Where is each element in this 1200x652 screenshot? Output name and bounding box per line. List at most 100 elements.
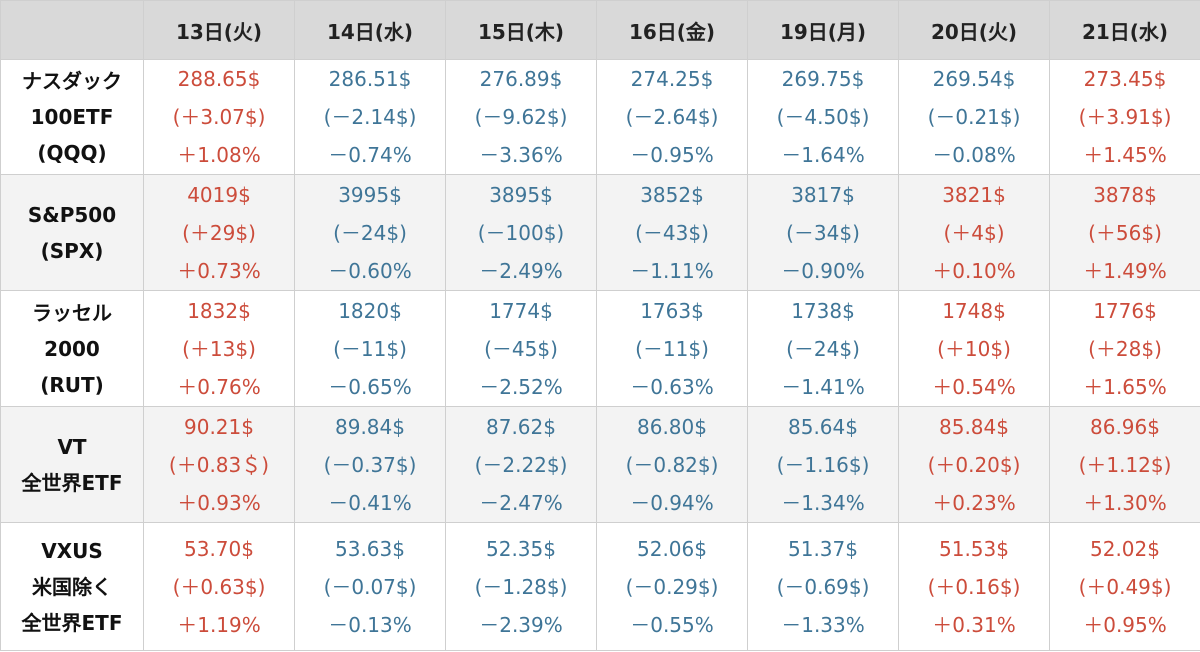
price-value: 1832$: [187, 298, 251, 323]
data-cell: 53.63$ (－0.07$) －0.13%: [294, 522, 446, 651]
percent-change: －2.49%: [479, 258, 563, 283]
price-value: 86.96$: [1090, 414, 1160, 439]
price-value: 1738$: [791, 298, 855, 323]
change-value: (－34$): [786, 220, 860, 245]
price-value: 86.80$: [637, 414, 707, 439]
row-label-line: (SPX): [40, 238, 104, 263]
change-value: (－0.37$): [323, 452, 417, 477]
change-value: (－0.82$): [625, 452, 719, 477]
change-value: (－24$): [786, 336, 860, 361]
row-label-line: VT: [57, 434, 87, 459]
change-value: (－2.22$): [474, 452, 568, 477]
price-value: 4019$: [187, 182, 251, 207]
percent-change: ＋0.73%: [177, 258, 261, 283]
row-label-line: 米国除く: [32, 574, 112, 599]
change-value: (＋3.91$): [1078, 105, 1172, 129]
change-value: (＋0.20$): [927, 452, 1021, 477]
percent-change: －0.60%: [328, 258, 412, 283]
change-value: (＋56$): [1088, 220, 1162, 245]
price-value: 3821$: [942, 182, 1006, 207]
percent-change: ＋0.93%: [177, 490, 261, 515]
row-label-line: (RUT): [40, 372, 104, 397]
percent-change: －1.64%: [781, 143, 865, 167]
change-value: (－1.16$): [776, 452, 870, 477]
date-header: 19日(月): [747, 0, 899, 60]
percent-change: －2.47%: [479, 490, 563, 515]
price-value: 269.75$: [781, 67, 865, 91]
data-cell: 89.84$ (－0.37$) －0.41%: [294, 406, 446, 523]
data-cell: 52.02$ (＋0.49$) ＋0.95%: [1049, 522, 1200, 651]
percent-change: －0.08%: [932, 143, 1016, 167]
data-cell: 3995$ (－24$) －0.60%: [294, 174, 446, 291]
corner-cell: [0, 0, 144, 60]
change-value: (＋1.12$): [1078, 452, 1172, 477]
percent-change: －0.65%: [328, 374, 412, 399]
percent-change: －2.52%: [479, 374, 563, 399]
change-value: (－1.28$): [474, 574, 568, 599]
price-value: 85.64$: [788, 414, 858, 439]
date-header: 14日(水): [294, 0, 446, 60]
percent-change: ＋0.95%: [1083, 612, 1167, 637]
data-cell: 53.70$ (＋0.63$) ＋1.19%: [143, 522, 295, 651]
percent-change: －0.95%: [630, 143, 714, 167]
percent-change: －2.39%: [479, 612, 563, 637]
price-value: 1820$: [338, 298, 402, 323]
price-value: 3878$: [1093, 182, 1157, 207]
data-cell: 86.96$ (＋1.12$) ＋1.30%: [1049, 406, 1200, 523]
change-value: (－45$): [484, 336, 558, 361]
price-value: 3995$: [338, 182, 402, 207]
data-cell: 1738$ (－24$) －1.41%: [747, 290, 899, 407]
date-header: 20日(火): [898, 0, 1050, 60]
row-label: S&P500 (SPX): [0, 174, 144, 291]
table-row: VXUS 米国除く 全世界ETF 53.70$ (＋0.63$) ＋1.19% 53.63$…: [0, 522, 1200, 651]
row-label-line: (QQQ): [37, 141, 107, 165]
data-cell: 274.25$ (－2.64$) －0.95%: [596, 59, 748, 175]
row-label: VXUS 米国除く 全世界ETF: [0, 522, 144, 651]
change-value: (＋0.83＄): [168, 452, 270, 477]
price-value: 3852$: [640, 182, 704, 207]
data-cell: 52.35$ (－1.28$) －2.39%: [445, 522, 597, 651]
change-value: (－9.62$): [474, 105, 568, 129]
change-value: (－4.50$): [776, 105, 870, 129]
price-value: 288.65$: [177, 67, 261, 91]
price-value: 51.37$: [788, 536, 858, 561]
change-value: (－100$): [477, 220, 565, 245]
price-value: 51.53$: [939, 536, 1009, 561]
percent-change: ＋1.08%: [177, 143, 261, 167]
data-cell: 85.84$ (＋0.20$) ＋0.23%: [898, 406, 1050, 523]
date-header: 21日(水): [1049, 0, 1200, 60]
data-cell: 90.21$ (＋0.83＄) ＋0.93%: [143, 406, 295, 523]
percent-change: ＋1.65%: [1083, 374, 1167, 399]
table-row: ナスダック 100ETF (QQQ) 288.65$ (＋3.07$) ＋1.08% 286…: [0, 59, 1200, 175]
change-value: (－0.29$): [625, 574, 719, 599]
change-value: (－24$): [333, 220, 407, 245]
data-cell: 3852$ (－43$) －1.11%: [596, 174, 748, 291]
price-value: 52.02$: [1090, 536, 1160, 561]
price-value: 52.06$: [637, 536, 707, 561]
percent-change: ＋1.49%: [1083, 258, 1167, 283]
price-value: 1774$: [489, 298, 553, 323]
percent-change: ＋1.19%: [177, 612, 261, 637]
percent-change: ＋0.54%: [932, 374, 1016, 399]
date-header: 13日(火): [143, 0, 295, 60]
data-cell: 3895$ (－100$) －2.49%: [445, 174, 597, 291]
change-value: (－2.64$): [625, 105, 719, 129]
table-body: ナスダック 100ETF (QQQ) 288.65$ (＋3.07$) ＋1.08% 286…: [0, 59, 1200, 651]
price-value: 53.63$: [335, 536, 405, 561]
price-value: 3817$: [791, 182, 855, 207]
change-value: (－11$): [635, 336, 709, 361]
data-cell: 3817$ (－34$) －0.90%: [747, 174, 899, 291]
percent-change: －1.11%: [630, 258, 714, 283]
data-cell: 51.37$ (－0.69$) －1.33%: [747, 522, 899, 651]
date-header: 15日(木): [445, 0, 597, 60]
change-value: (－0.21$): [927, 105, 1021, 129]
row-label-line: VXUS: [41, 538, 103, 563]
change-value: (＋0.63$): [172, 574, 266, 599]
data-cell: 269.75$ (－4.50$) －1.64%: [747, 59, 899, 175]
price-value: 89.84$: [335, 414, 405, 439]
price-value: 274.25$: [630, 67, 714, 91]
change-value: (＋29$): [182, 220, 256, 245]
row-label: ラッセル 2000 (RUT): [0, 290, 144, 407]
change-value: (＋0.16$): [927, 574, 1021, 599]
data-cell: 87.62$ (－2.22$) －2.47%: [445, 406, 597, 523]
